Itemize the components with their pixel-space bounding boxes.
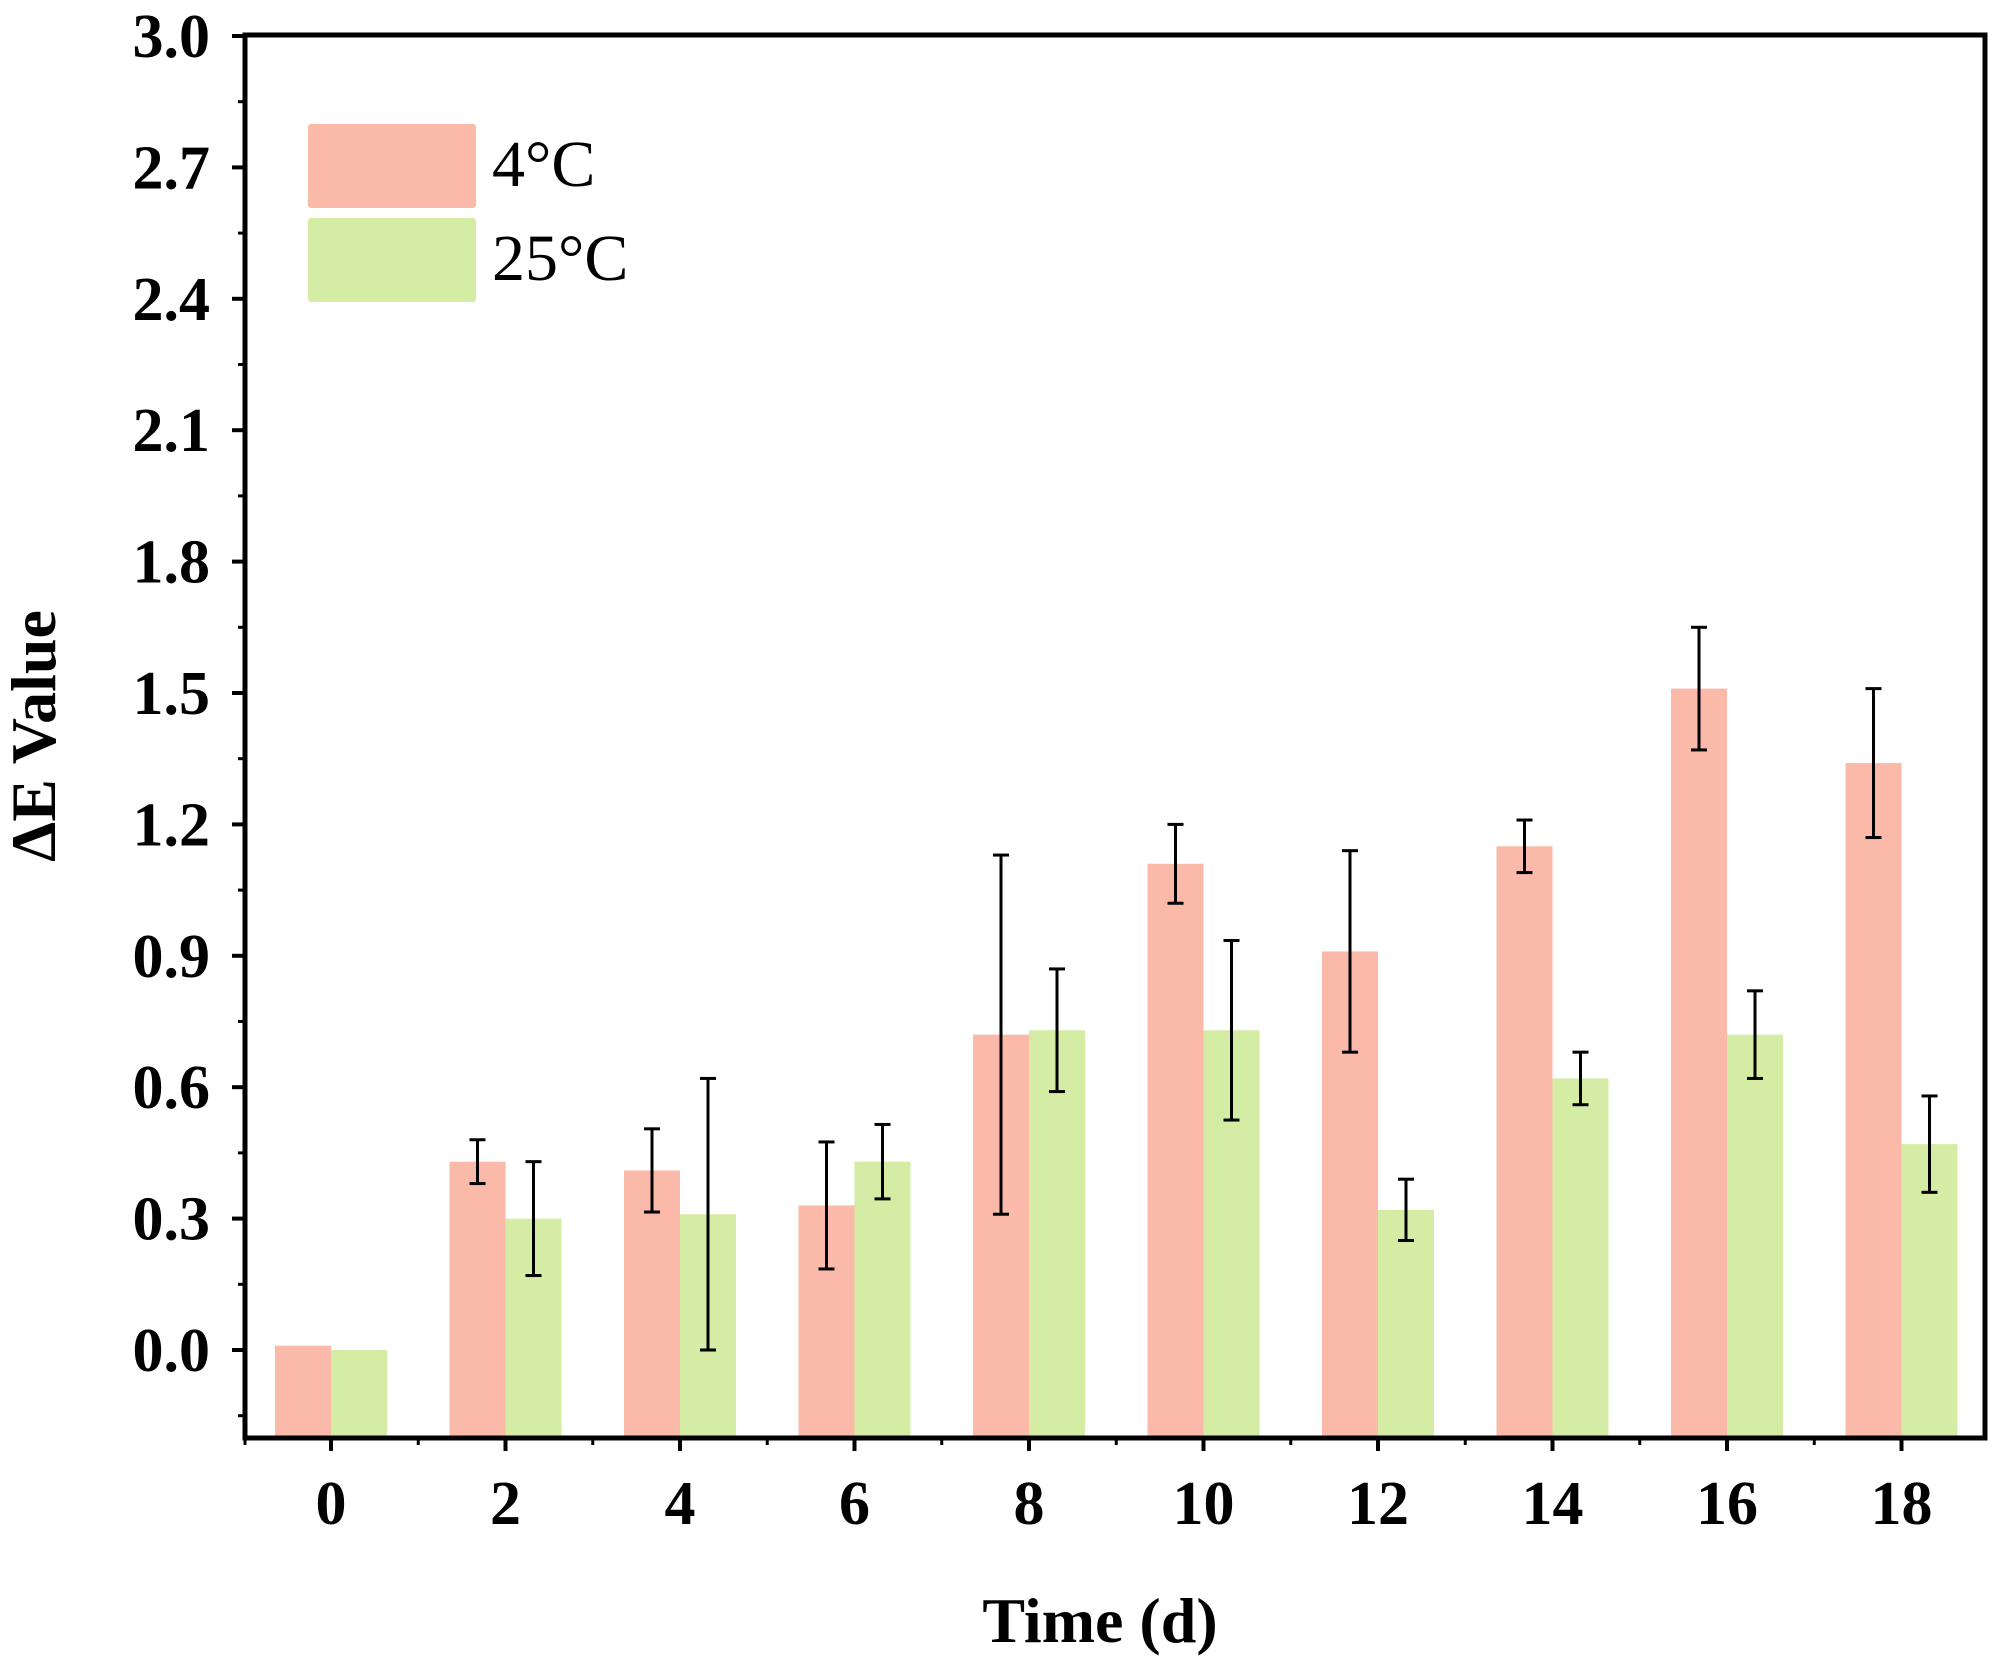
y-tick-label-0.9: 0.9: [133, 923, 211, 991]
bar-0-14: [1496, 846, 1553, 1438]
bar-1-12: [1378, 1209, 1434, 1438]
y-axis-title: ΔE Value: [0, 610, 69, 862]
bar-1-0: [331, 1350, 387, 1438]
y-tick-label-2.1: 2.1: [133, 397, 211, 465]
bar-1-6: [854, 1161, 911, 1438]
x-axis: 0 2 4 6 8 10 12 14 16 18: [243, 1438, 1933, 1538]
x-tick-label-2: 2: [490, 1470, 521, 1538]
legend-swatch-0: [308, 124, 476, 208]
bar-1-8: [1029, 1030, 1085, 1438]
x-tick-label-18: 18: [1871, 1470, 1933, 1538]
bar-0-2: [449, 1161, 506, 1438]
y-tick-label-0.0: 0.0: [133, 1317, 211, 1385]
y-tick-label-0.6: 0.6: [133, 1054, 211, 1122]
x-tick-label-6: 6: [839, 1470, 870, 1538]
x-tick-label-14: 14: [1522, 1470, 1584, 1538]
error-bars-layer: [469, 625, 1938, 1352]
x-tick-label-4: 4: [665, 1470, 696, 1538]
bar-0-18: [1845, 763, 1902, 1438]
x-tick-label-8: 8: [1014, 1470, 1045, 1538]
bar-0-0: [275, 1345, 331, 1438]
y-axis: 0.0 0.3 0.6 0.9 1.2 1.5 1.8 2.1 2.4 2.7 3.0: [133, 3, 245, 1418]
y-tick-label-1.5: 1.5: [133, 660, 211, 728]
x-tick-label-12: 12: [1347, 1470, 1409, 1538]
legend-label-1: 25°C: [492, 222, 628, 295]
x-tick-label-16: 16: [1696, 1470, 1758, 1538]
bar-0-4: [624, 1170, 680, 1438]
x-tick-label-0: 0: [316, 1470, 347, 1538]
y-tick-label-1.2: 1.2: [133, 791, 211, 859]
bars-layer: [275, 688, 1958, 1438]
y-tick-label-2.7: 2.7: [133, 134, 211, 202]
x-tick-label-10: 10: [1173, 1470, 1235, 1538]
x-axis-title: Time (d): [982, 1585, 1217, 1656]
y-tick-label-0.3: 0.3: [133, 1186, 211, 1254]
legend-swatch-1: [308, 218, 476, 302]
bar-0-10: [1147, 863, 1204, 1438]
y-tick-label-2.4: 2.4: [133, 266, 211, 334]
legend-label-0: 4°C: [492, 128, 595, 201]
bar-1-16: [1727, 1034, 1783, 1438]
bar-1-14: [1552, 1078, 1609, 1438]
legend: 4°C 25°C: [308, 124, 628, 302]
y-tick-label-1.8: 1.8: [133, 529, 211, 597]
bar-0-16: [1671, 688, 1727, 1438]
y-tick-label-3.0: 3.0: [133, 3, 211, 71]
